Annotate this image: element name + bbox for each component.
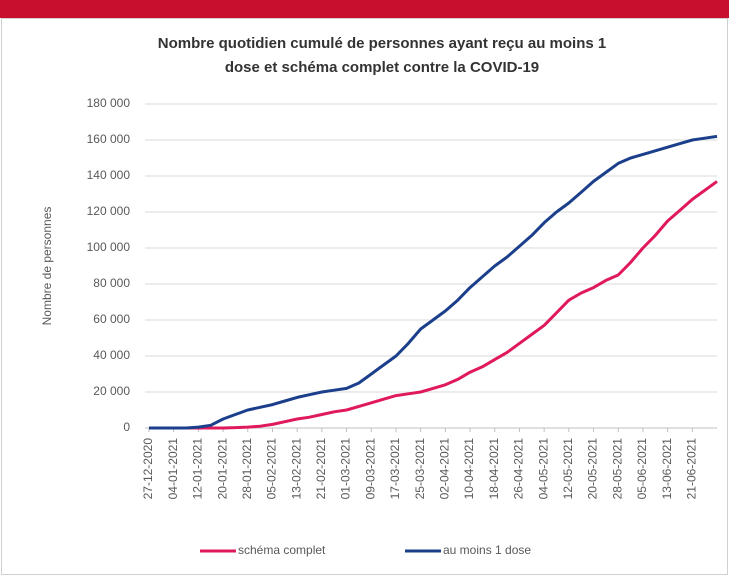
x-tick-label: 04-01-2021 — [166, 438, 180, 500]
legend-label: schéma complet — [238, 543, 326, 557]
x-tick-label: 05-02-2021 — [265, 438, 279, 500]
x-tick-label: 01-03-2021 — [339, 438, 353, 500]
legend-label: au moins 1 dose — [443, 543, 531, 557]
y-tick-label: 60 000 — [93, 312, 130, 326]
x-tick-label: 20-05-2021 — [586, 438, 600, 500]
chart-title: Nombre quotidien cumulé de personnes aya… — [158, 35, 606, 52]
chart-title: dose et schéma complet contre la COVID-1… — [225, 59, 539, 76]
x-tick-label: 21-02-2021 — [314, 438, 328, 500]
x-tick-label: 25-03-2021 — [413, 438, 427, 500]
series-line — [149, 180, 718, 430]
x-tick-label: 09-03-2021 — [363, 438, 377, 500]
y-tick-label: 180 000 — [87, 96, 131, 110]
y-tick-label: 140 000 — [87, 168, 131, 182]
x-tick-label: 13-06-2021 — [660, 438, 674, 500]
y-tick-label: 120 000 — [87, 204, 131, 218]
x-tick-label: 12-05-2021 — [561, 438, 575, 500]
x-tick-label: 13-02-2021 — [289, 438, 303, 500]
x-tick-label: 02-04-2021 — [438, 438, 452, 500]
header-bar — [0, 0, 729, 18]
y-tick-label: 80 000 — [93, 276, 130, 290]
frame — [1, 18, 728, 575]
y-tick-label: 20 000 — [93, 384, 130, 398]
x-tick-label: 21-06-2021 — [684, 438, 698, 500]
x-tick-label: 17-03-2021 — [388, 438, 402, 500]
y-tick-label: 100 000 — [87, 240, 131, 254]
x-tick-label: 28-05-2021 — [610, 438, 624, 500]
x-tick-label: 27-12-2020 — [141, 438, 155, 500]
series-line — [149, 134, 718, 430]
y-tick-label: 40 000 — [93, 348, 130, 362]
x-tick-label: 05-06-2021 — [635, 438, 649, 500]
x-tick-label: 20-01-2021 — [215, 438, 229, 500]
y-tick-label: 160 000 — [87, 132, 131, 146]
x-tick-label: 10-04-2021 — [462, 438, 476, 500]
x-tick-label: 26-04-2021 — [512, 438, 526, 500]
y-tick-label: 0 — [123, 420, 130, 434]
x-tick-label: 12-01-2021 — [191, 438, 205, 500]
y-axis-label: Nombre de personnes — [40, 207, 54, 326]
x-tick-label: 04-05-2021 — [536, 438, 550, 500]
x-tick-label: 18-04-2021 — [487, 438, 501, 500]
x-tick-label: 28-01-2021 — [240, 438, 254, 500]
